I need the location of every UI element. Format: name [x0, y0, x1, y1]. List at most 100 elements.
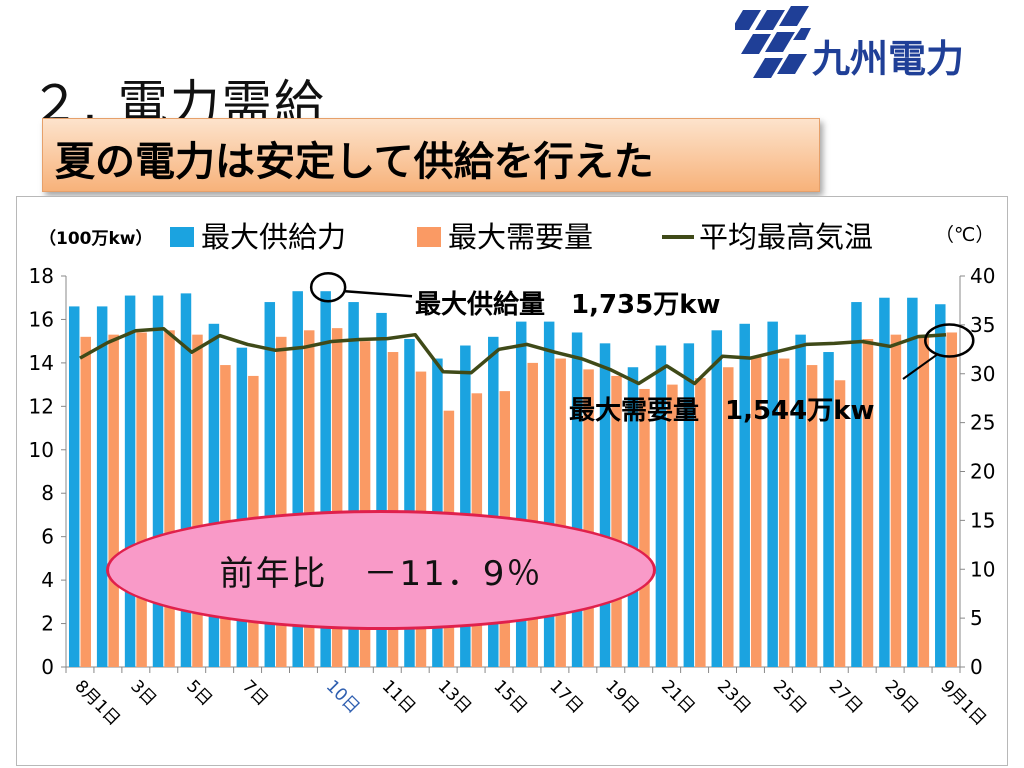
- right-tick-label: 20: [970, 460, 995, 484]
- demand-bar: [136, 332, 147, 667]
- demand-bar: [834, 380, 846, 667]
- x-category-label: 5日: [182, 676, 216, 710]
- supply-bar: [879, 297, 890, 667]
- legend-demand-swatch: [417, 227, 441, 247]
- supply-bar: [152, 295, 164, 667]
- supply-bar: [180, 293, 192, 667]
- temperature-line: [79, 327, 947, 386]
- supply-bar: [515, 321, 527, 667]
- demand-bar: [723, 367, 734, 667]
- demand-bar: [667, 384, 678, 667]
- x-category-label: 19日: [601, 676, 642, 717]
- left-tick-label: 6: [41, 525, 54, 549]
- right-unit-label: （℃）: [935, 224, 994, 246]
- x-category-label: 15日: [489, 676, 530, 717]
- chart: 0 2 4 6 8 10 12 14 16 18 0 5 10 15 20 25 30 35 40 8月1日 3日 5日 7…: [29, 220, 996, 730]
- demand-bar: [806, 365, 818, 667]
- x-category-label: 21日: [657, 676, 698, 717]
- kyushu-electric-logo-icon: [735, 6, 811, 78]
- demand-bar: [276, 336, 287, 667]
- supply-bar: [208, 323, 220, 667]
- demand-bar: [862, 338, 874, 667]
- supply-bar: [571, 332, 583, 667]
- x-category-label: 8月1日: [70, 676, 123, 729]
- demand-bar: [778, 358, 790, 667]
- supply-bar: [823, 352, 834, 667]
- supply-bar: [795, 334, 806, 667]
- right-tick-label: 35: [970, 313, 995, 337]
- legend-demand-label: 最大需要量: [448, 220, 593, 254]
- logo-text: 九州電力: [812, 37, 965, 81]
- supply-bar: [124, 295, 136, 667]
- chart-frame: 0 2 4 6 8 10 12 14 16 18 0 5 10 15 20 25 30 35 40 8月1日 3日 5日 7…: [16, 196, 1008, 766]
- max-supply-circle: [309, 271, 347, 303]
- right-tick-label: 10: [970, 557, 995, 581]
- right-tick-label: 0: [970, 655, 983, 679]
- x-category-label: 9月1日: [936, 676, 989, 729]
- supply-bar: [292, 291, 303, 667]
- left-tick-label: 18: [29, 264, 54, 288]
- yoy-callout: 前年比 －11．9％: [106, 510, 656, 630]
- supply-bar: [348, 302, 359, 667]
- supply-bar: [543, 321, 555, 667]
- left-unit-label: （100万kw）: [39, 228, 153, 249]
- demand-bar: [639, 388, 650, 667]
- demand-bar: [80, 336, 91, 667]
- supply-bar: [739, 323, 750, 667]
- demand-bar: [527, 362, 538, 667]
- demand-bar: [331, 328, 343, 667]
- max-demand-circle: [924, 323, 975, 358]
- max-demand-label: 最大需要量 1,544万kw: [569, 396, 875, 426]
- supply-bar: [68, 306, 80, 667]
- right-tick-label: 40: [970, 264, 995, 288]
- supply-bar: [851, 302, 862, 667]
- supply-bar: [488, 336, 499, 667]
- supply-bar: [767, 321, 778, 667]
- x-category-label: 13日: [434, 676, 475, 717]
- demand-bar: [890, 334, 902, 667]
- supply-bar: [460, 345, 471, 667]
- right-tick-label: 30: [970, 362, 995, 386]
- left-tick-label: 2: [41, 612, 54, 636]
- left-tick-label: 12: [29, 394, 54, 418]
- supply-bar: [655, 345, 667, 667]
- legend-temp-label: 平均最高気温: [699, 220, 873, 254]
- supply-bar: [320, 291, 331, 667]
- supply-bar: [376, 312, 387, 667]
- left-tick-label: 4: [41, 568, 54, 592]
- supply-bar: [264, 302, 276, 667]
- yoy-callout-text: 前年比 －11．9％: [219, 553, 543, 594]
- supply-bar: [96, 306, 108, 667]
- supply-bar: [236, 347, 248, 667]
- demand-bar: [695, 378, 706, 667]
- left-tick-label: 16: [29, 307, 54, 331]
- demand-bar: [946, 332, 958, 667]
- demand-bar: [220, 365, 231, 667]
- subtitle-banner: 夏の電力は安定して供給を行えた: [42, 118, 820, 192]
- supply-bar: [599, 343, 611, 667]
- right-tick-label: 15: [970, 508, 995, 532]
- demand-bar: [164, 330, 175, 667]
- legend-supply-swatch: [170, 227, 194, 247]
- demand-bar: [555, 358, 566, 667]
- right-tick-label: 25: [970, 411, 995, 435]
- legend-supply-label: 最大供給力: [201, 220, 346, 254]
- max-supply-leader: [345, 289, 413, 298]
- demand-bar: [611, 375, 622, 667]
- left-tick-label: 8: [41, 481, 54, 505]
- left-tick-label: 0: [41, 655, 54, 679]
- x-category-label: 29日: [881, 676, 922, 717]
- demand-bar: [192, 334, 203, 667]
- left-tick-label: 14: [29, 351, 54, 375]
- supply-bar: [404, 338, 415, 667]
- demand-bar: [359, 341, 371, 667]
- demand-bar: [108, 334, 119, 667]
- demand-bar: [303, 330, 315, 667]
- left-tick-label: 10: [29, 438, 54, 462]
- right-tick-label: 5: [970, 606, 983, 630]
- supply-bar: [683, 343, 695, 667]
- supply-bar: [627, 367, 639, 667]
- x-category-label: 3日: [126, 676, 160, 710]
- max-supply-label: 最大供給量 1,735万kw: [415, 289, 721, 320]
- x-category-label: 17日: [545, 676, 586, 717]
